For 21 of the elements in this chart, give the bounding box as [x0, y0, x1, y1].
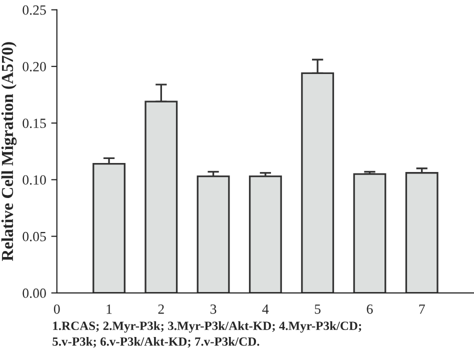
y-tick-label: 0.25 — [22, 5, 46, 15]
y-axis-title: Relative Cell Migration (A570) — [1, 42, 17, 262]
x-tick-label: 6 — [366, 304, 373, 314]
text: 1.RCAS; 2.Myr-P3k; 3.Myr-P3k/Akt-KD; 4.Myr-P3k/CD; 5.v-P3k; 6.v-P3k/Akt-KD; 7.v-P3k/CD. — [52, 321, 362, 348]
x-tick-label: 2 — [158, 304, 164, 314]
bar — [92, 162, 126, 293]
bar — [196, 175, 230, 293]
bar — [353, 173, 386, 293]
y-tick-label: 0.05 — [22, 232, 46, 242]
bar — [405, 172, 438, 293]
x-tick-label: 1 — [106, 304, 112, 314]
x-tick-label: 4 — [262, 304, 269, 314]
x-tick-label: 5 — [314, 304, 321, 314]
x-tick-label: 0 — [54, 304, 60, 314]
y-tick-label: 0.20 — [22, 62, 46, 72]
y-tick-label: 0.15 — [22, 118, 46, 128]
y-tick-label: 0.00 — [22, 288, 46, 298]
bar — [248, 175, 282, 293]
y-tick-label: 0.10 — [22, 175, 46, 185]
x-tick-label: 3 — [210, 304, 216, 314]
x-tick-label: 7 — [419, 304, 425, 314]
